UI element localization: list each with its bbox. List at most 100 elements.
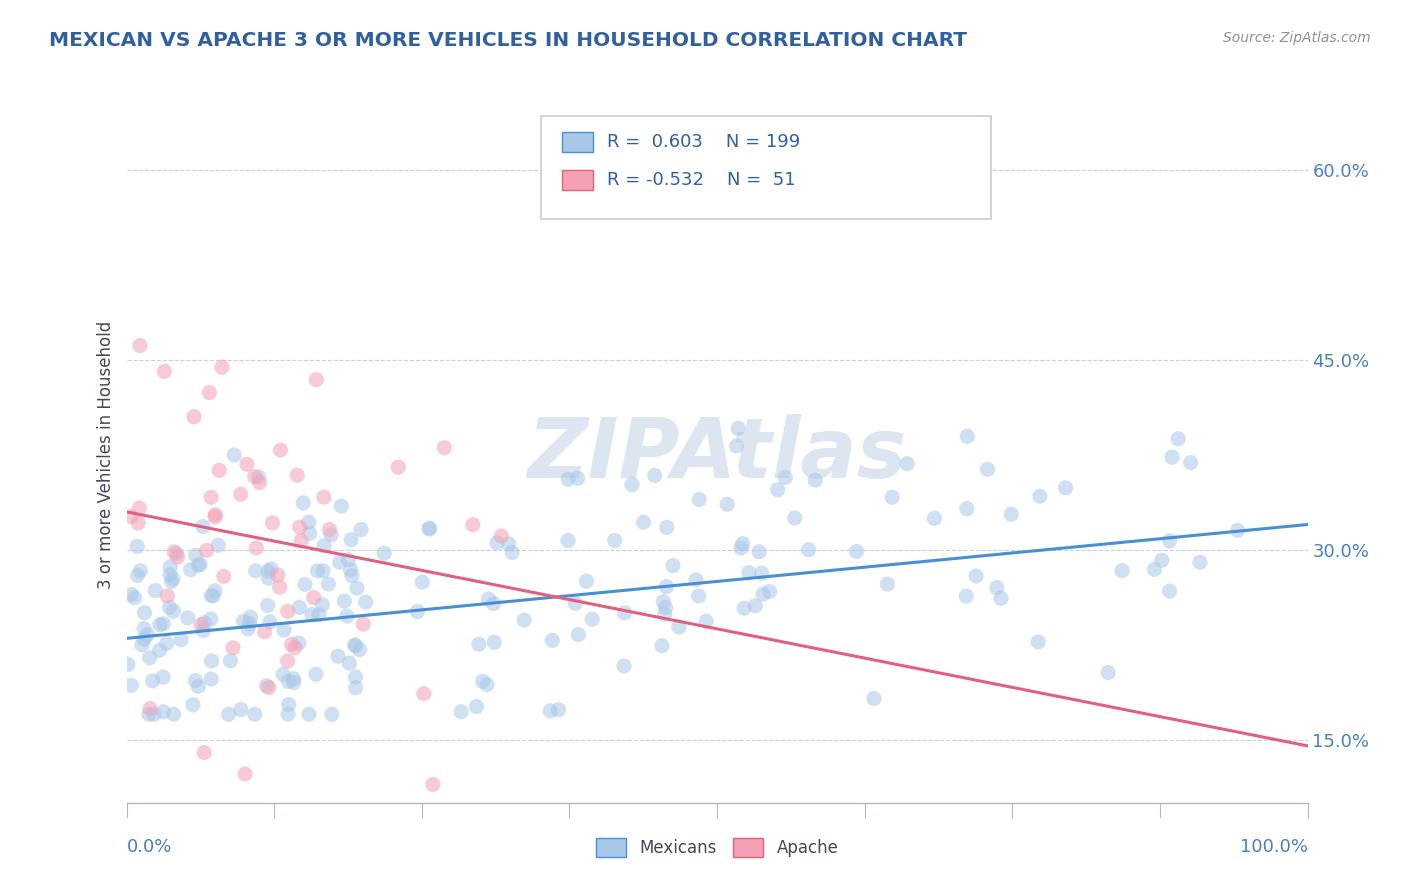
Point xyxy=(321,707,343,722)
Point xyxy=(654,600,676,615)
Point xyxy=(159,567,181,582)
Point xyxy=(775,470,797,484)
Point xyxy=(411,575,433,590)
Point xyxy=(302,591,325,605)
Point xyxy=(965,569,987,583)
Point xyxy=(668,620,690,634)
Point xyxy=(269,580,291,594)
Point xyxy=(183,409,205,424)
Point xyxy=(239,610,262,624)
Point xyxy=(149,617,172,632)
Point xyxy=(373,546,395,560)
Point xyxy=(655,520,678,534)
Point xyxy=(211,360,233,375)
Point xyxy=(727,421,749,435)
Point xyxy=(633,515,655,529)
Point xyxy=(354,595,377,609)
Point xyxy=(117,657,139,672)
Point xyxy=(482,635,505,649)
Point xyxy=(804,473,827,487)
Point xyxy=(513,613,536,627)
Point xyxy=(247,470,270,484)
Point xyxy=(564,596,586,610)
Point xyxy=(461,517,484,532)
Point xyxy=(307,564,329,578)
Point xyxy=(489,529,512,543)
Point xyxy=(575,574,598,588)
Point xyxy=(716,497,738,511)
Point xyxy=(170,632,193,647)
Point xyxy=(131,638,153,652)
Point xyxy=(433,441,456,455)
Point xyxy=(298,707,321,722)
Point xyxy=(412,687,434,701)
Text: R =  0.603    N = 199: R = 0.603 N = 199 xyxy=(607,133,800,151)
Point xyxy=(538,704,561,718)
Text: R = -0.532    N =  51: R = -0.532 N = 51 xyxy=(607,171,796,189)
Point xyxy=(128,501,150,516)
Point xyxy=(752,587,775,601)
Point xyxy=(236,622,259,636)
Point xyxy=(134,606,156,620)
Text: 0.0%: 0.0% xyxy=(127,838,172,856)
Point xyxy=(644,468,666,483)
Point xyxy=(200,612,222,626)
Point xyxy=(145,583,167,598)
Point xyxy=(471,674,494,689)
Point xyxy=(620,477,643,491)
Point xyxy=(557,533,579,548)
Point xyxy=(340,568,363,582)
Point xyxy=(245,564,267,578)
Point xyxy=(287,636,309,650)
Point xyxy=(148,643,170,657)
Point xyxy=(1150,553,1173,567)
Point xyxy=(163,545,186,559)
Point xyxy=(136,628,159,642)
Point xyxy=(1161,450,1184,465)
Point xyxy=(160,574,183,589)
Point xyxy=(222,640,245,655)
Point xyxy=(298,526,321,541)
Point xyxy=(152,670,174,684)
Point xyxy=(152,616,174,631)
Point xyxy=(127,540,149,554)
Point xyxy=(547,703,569,717)
Point xyxy=(613,606,636,620)
Point xyxy=(153,364,176,378)
Point xyxy=(651,639,673,653)
Point xyxy=(976,462,998,476)
Point xyxy=(191,519,214,533)
Point xyxy=(184,548,207,562)
Point xyxy=(294,577,316,591)
Point xyxy=(1000,507,1022,521)
Point xyxy=(308,607,330,622)
Y-axis label: 3 or more Vehicles in Household: 3 or more Vehicles in Household xyxy=(97,321,115,589)
Point xyxy=(298,515,321,529)
Point xyxy=(336,609,359,624)
Point xyxy=(253,624,276,639)
Point xyxy=(352,617,374,632)
Point xyxy=(127,516,149,530)
Point xyxy=(198,385,221,400)
Point xyxy=(139,701,162,715)
Point xyxy=(986,581,1008,595)
Point xyxy=(243,469,266,483)
Point xyxy=(152,705,174,719)
Point xyxy=(121,587,143,601)
Point xyxy=(498,537,520,551)
Point xyxy=(1167,432,1189,446)
Point xyxy=(163,707,186,722)
Point xyxy=(1226,524,1249,538)
Point xyxy=(162,604,184,618)
Point xyxy=(422,778,444,792)
Point xyxy=(882,490,904,504)
Point xyxy=(162,572,184,586)
Point xyxy=(329,555,352,569)
Point xyxy=(733,601,755,615)
Point xyxy=(269,443,291,458)
Point xyxy=(120,678,142,692)
Point xyxy=(541,633,564,648)
Point xyxy=(318,523,340,537)
Point xyxy=(1097,665,1119,680)
Point xyxy=(193,615,215,630)
